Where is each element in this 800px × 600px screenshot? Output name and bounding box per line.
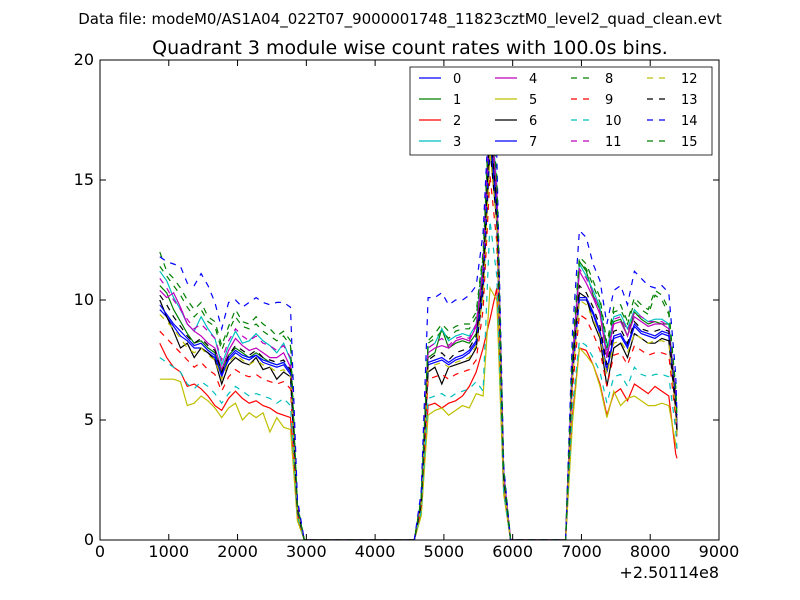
x-tick-label: 5000 <box>424 542 465 561</box>
legend-label-9: 9 <box>605 93 613 108</box>
legend-label-13: 13 <box>681 93 698 108</box>
axes: 0 1000 2000 3000 4000 5000 6000 7000 8000 9000 0 5 1… <box>74 50 740 561</box>
y-tick-label: 15 <box>74 170 94 189</box>
x-offset-label: +2.50114e8 <box>619 563 719 582</box>
plot-lines <box>159 91 678 540</box>
legend-label-0: 0 <box>453 72 461 87</box>
legend-label-11: 11 <box>605 135 622 150</box>
series-line-8 <box>159 91 678 540</box>
x-tick-label: 7000 <box>561 542 602 561</box>
series-line-10 <box>159 220 678 540</box>
legend-label-5: 5 <box>529 93 537 108</box>
series-line-4 <box>159 110 678 540</box>
legend-label-2: 2 <box>453 114 461 129</box>
x-tick-label: 1000 <box>148 542 189 561</box>
x-tick-label: 6000 <box>492 542 533 561</box>
legend-label-3: 3 <box>453 135 461 150</box>
series-line-6 <box>159 148 678 540</box>
legend-label-10: 10 <box>605 114 622 129</box>
y-tick-label: 20 <box>74 50 94 69</box>
legend-label-8: 8 <box>605 72 613 87</box>
x-tick-label: 9000 <box>699 542 740 561</box>
y-tick-label: 10 <box>74 290 94 309</box>
legend-label-14: 14 <box>681 114 698 129</box>
x-tick-label: 3000 <box>286 542 327 561</box>
legend-label-7: 7 <box>529 135 537 150</box>
y-tick-label: 5 <box>84 410 94 429</box>
x-tick-label: 8000 <box>630 542 671 561</box>
chart-title: Quadrant 3 module wise count rates with … <box>152 37 668 59</box>
x-tick-label: 0 <box>95 542 105 561</box>
series-line-15 <box>159 98 678 540</box>
series-line-11 <box>159 105 678 540</box>
legend-label-15: 15 <box>681 135 698 150</box>
series-line-5 <box>159 285 678 540</box>
x-tick-label: 4000 <box>355 542 396 561</box>
legend-label-1: 1 <box>453 93 461 108</box>
y-tick-label: 0 <box>84 530 94 549</box>
legend-label-4: 4 <box>529 72 537 87</box>
x-tick-label: 2000 <box>217 542 258 561</box>
chart-suptitle: Data file: modeM0/AS1A04_022T07_90000017… <box>78 10 722 29</box>
series-line-12 <box>159 151 678 540</box>
legend-label-12: 12 <box>681 72 698 87</box>
series-line-14 <box>159 91 678 540</box>
series-line-9 <box>159 175 678 540</box>
legend-box <box>409 66 713 156</box>
legend-label-6: 6 <box>529 114 537 129</box>
